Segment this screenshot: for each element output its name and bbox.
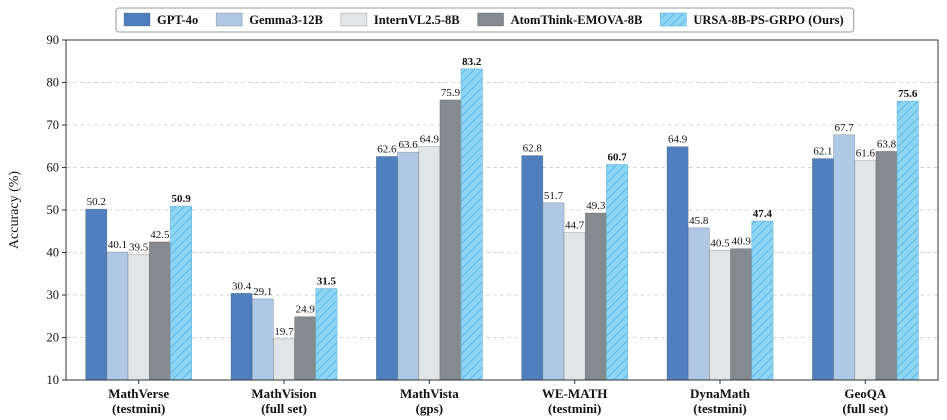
y-tick-label: 30 <box>47 288 60 302</box>
y-tick-label: 60 <box>47 161 60 175</box>
bar-value-label: 40.5 <box>710 237 730 249</box>
bar <box>563 232 586 381</box>
bar <box>875 151 898 381</box>
bar-value-label: 61.6 <box>856 148 876 160</box>
legend-swatch <box>340 12 368 27</box>
value-labels: 50.2 40.1 39.542.5 50.9 30.4 29.1 19.724.9 31.5… <box>87 56 918 338</box>
bar-value-label: 24.9 <box>296 304 316 316</box>
bar <box>730 248 753 381</box>
bar-value-label: 83.2 <box>462 56 482 68</box>
bar-value-label: 62.8 <box>523 143 543 155</box>
gridlines <box>66 82 938 338</box>
x-category-sublabel: (testmini) <box>548 401 601 416</box>
bar <box>521 155 544 381</box>
bar <box>687 227 710 381</box>
y-tick-label: 80 <box>47 76 60 90</box>
bar-value-label: 63.8 <box>877 138 897 150</box>
legend-swatch <box>215 12 243 27</box>
bar-value-label: 64.9 <box>668 134 688 146</box>
bar <box>85 208 108 381</box>
bar <box>148 241 171 381</box>
bar-value-label: 49.3 <box>586 200 606 212</box>
bar-value-label: 47.4 <box>753 208 773 220</box>
bar-value-label: 62.6 <box>377 143 397 155</box>
bar-value-label: 40.1 <box>108 239 127 251</box>
bar-value-label: 29.1 <box>253 286 272 298</box>
bar <box>294 316 317 381</box>
bar <box>127 254 150 381</box>
bar-value-label: 60.7 <box>607 152 627 164</box>
bar <box>709 250 731 381</box>
bar <box>273 338 295 381</box>
legend-swatch <box>123 12 151 27</box>
bar <box>106 251 129 381</box>
bar <box>230 292 253 381</box>
bar <box>584 212 607 381</box>
y-tick-label: 90 <box>47 33 60 47</box>
bar <box>418 146 441 381</box>
bar <box>397 151 420 381</box>
bar <box>460 68 483 381</box>
y-axis-title: Accuracy (%) <box>7 171 22 249</box>
y-tick-label: 20 <box>47 331 60 345</box>
bar <box>542 202 565 381</box>
bar-value-label: 50.2 <box>87 196 106 208</box>
bar <box>439 99 462 381</box>
legend: GPT-4o Gemma3-12B InternVL2.5-8B AtomThink-… <box>115 7 855 33</box>
legend-label: GPT-4o <box>157 13 198 27</box>
x-category-label: GeoQA <box>844 386 886 401</box>
x-category-sublabel: (gps) <box>416 401 443 416</box>
x-category-label: MathVista <box>400 386 459 401</box>
bars <box>85 68 919 381</box>
bar <box>606 164 629 381</box>
bar <box>170 205 193 381</box>
legend-label: InternVL2.5-8B <box>374 13 460 27</box>
bar <box>375 156 398 381</box>
legend-swatch <box>659 12 687 27</box>
x-category-label: WE-MATH <box>542 386 607 401</box>
y-tick-label: 70 <box>47 118 60 132</box>
x-category-label: MathVision <box>251 386 317 401</box>
bar <box>854 160 877 381</box>
x-category-sublabel: (full set) <box>261 401 307 416</box>
bar <box>896 100 919 381</box>
bar <box>666 146 689 381</box>
bar-value-label: 30.4 <box>232 280 252 292</box>
bar-value-label: 64.9 <box>420 134 440 146</box>
bar-value-label: 19.7 <box>274 326 294 338</box>
bar-value-label: 51.7 <box>544 190 564 202</box>
bar <box>315 288 338 381</box>
bar-value-label: 44.7 <box>565 220 585 232</box>
legend-label: Gemma3-12B <box>249 13 323 27</box>
bar-value-label: 75.9 <box>441 87 461 99</box>
bar-value-label: 40.9 <box>732 236 752 248</box>
bar-value-label: 39.5 <box>129 242 149 254</box>
x-category-sublabel: (testmini) <box>693 401 746 416</box>
y-tick-label: 40 <box>47 246 60 260</box>
bar-value-label: 42.5 <box>150 229 170 241</box>
bar-value-label: 31.5 <box>317 276 337 288</box>
x-category-label: DynaMath <box>690 386 751 401</box>
x-category-sublabel: (testmini) <box>112 401 165 416</box>
x-category-sublabel: (full set) <box>842 401 888 416</box>
bar-value-label: 50.9 <box>171 193 191 205</box>
bar <box>751 220 774 381</box>
y-tick-label: 50 <box>47 203 60 217</box>
legend-label: AtomThink-EMOVA-8B <box>511 13 643 27</box>
x-axis-categories: MathVerse(testmini)MathVision(full set)M… <box>108 380 888 416</box>
bar-value-label: 75.6 <box>898 88 918 100</box>
bar-value-label: 62.1 <box>813 146 832 158</box>
legend-label: URSA-8B-PS-GRPO (Ours) <box>693 13 843 27</box>
bar <box>833 134 856 381</box>
x-category-label: MathVerse <box>108 386 169 401</box>
bar <box>251 298 274 381</box>
bar-value-label: 67.7 <box>835 122 855 134</box>
legend-swatch <box>477 12 504 27</box>
y-axis-ticks: 10 20 30 40 50 60 70 80 90 <box>47 33 66 387</box>
bar <box>811 158 834 381</box>
y-tick-label: 10 <box>47 373 60 387</box>
bar-value-label: 63.6 <box>399 139 419 151</box>
bar-value-label: 45.8 <box>689 215 709 227</box>
